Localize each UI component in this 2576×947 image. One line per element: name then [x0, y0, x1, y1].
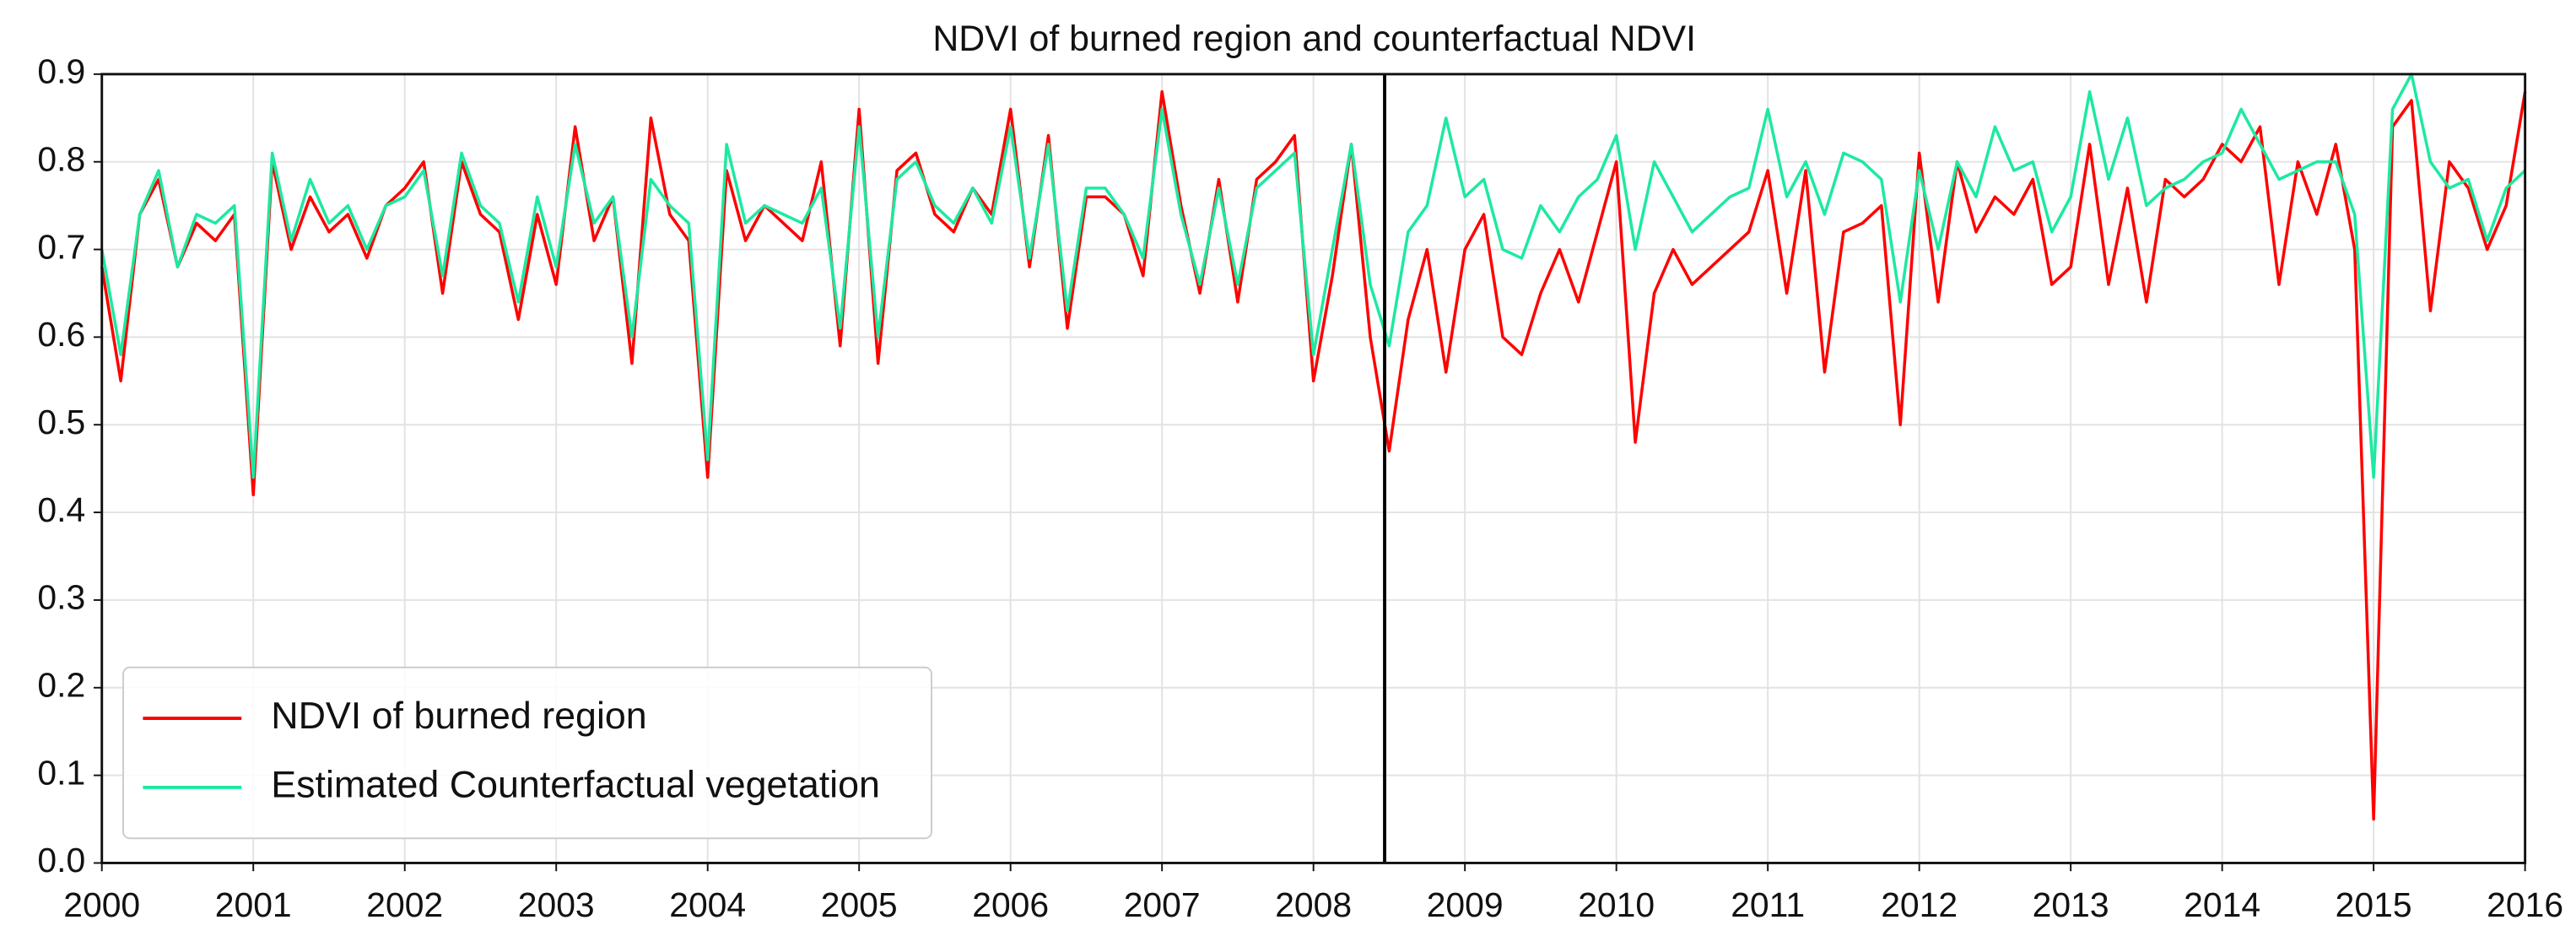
y-tick-label: 0.7: [37, 227, 85, 266]
y-tick-label: 0.4: [37, 490, 85, 529]
y-tick-label: 0.8: [37, 140, 85, 179]
plot-area: [100, 73, 2527, 863]
x-tick-label: 2002: [366, 885, 443, 924]
y-tick-label: 0.0: [37, 841, 85, 879]
y-tick-label: 0.5: [37, 403, 85, 441]
x-tick-label: 2000: [63, 885, 140, 924]
y-tick-label: 0.3: [37, 578, 85, 617]
x-tick-label: 2005: [821, 885, 898, 924]
x-tick-label: 2001: [215, 885, 292, 924]
x-tick-label: 2009: [1427, 885, 1504, 924]
x-tick-label: 2003: [518, 885, 595, 924]
x-tick-label: 2013: [2033, 885, 2109, 924]
legend-box: [122, 666, 932, 840]
x-tick-label: 2012: [1881, 885, 1958, 924]
x-tick-label: 2007: [1124, 885, 1201, 924]
series-line: [100, 73, 2526, 479]
x-tick-label: 2004: [669, 885, 746, 924]
y-tick-label: 0.9: [37, 52, 85, 91]
x-tick-label: 2006: [972, 885, 1049, 924]
y-tick-label: 0.1: [37, 753, 85, 792]
x-tick-label: 2015: [2336, 885, 2412, 924]
x-tick-label: 2014: [2184, 885, 2260, 924]
legend: NDVI of burned region Estimated Counterfa…: [122, 666, 932, 840]
y-tick-label: 0.2: [37, 666, 85, 705]
legend-label: Estimated Counterfactual vegetation: [271, 764, 880, 806]
axes: 0.0 0.1 0.2 0.3 0.4 0.5 0.6 0.7 0.8 0.9 2000 2001 20…: [37, 52, 2563, 924]
x-tick-label: 2010: [1578, 885, 1655, 924]
chart-title: NDVI of burned region and counterfactual…: [932, 19, 1696, 59]
x-tick-label: 2016: [2487, 885, 2563, 924]
y-tick-label: 0.6: [37, 315, 85, 354]
x-tick-label: 2011: [1731, 885, 1805, 924]
x-tick-label: 2008: [1275, 885, 1352, 924]
legend-label: NDVI of burned region: [271, 695, 646, 737]
series-line: [100, 89, 2527, 821]
